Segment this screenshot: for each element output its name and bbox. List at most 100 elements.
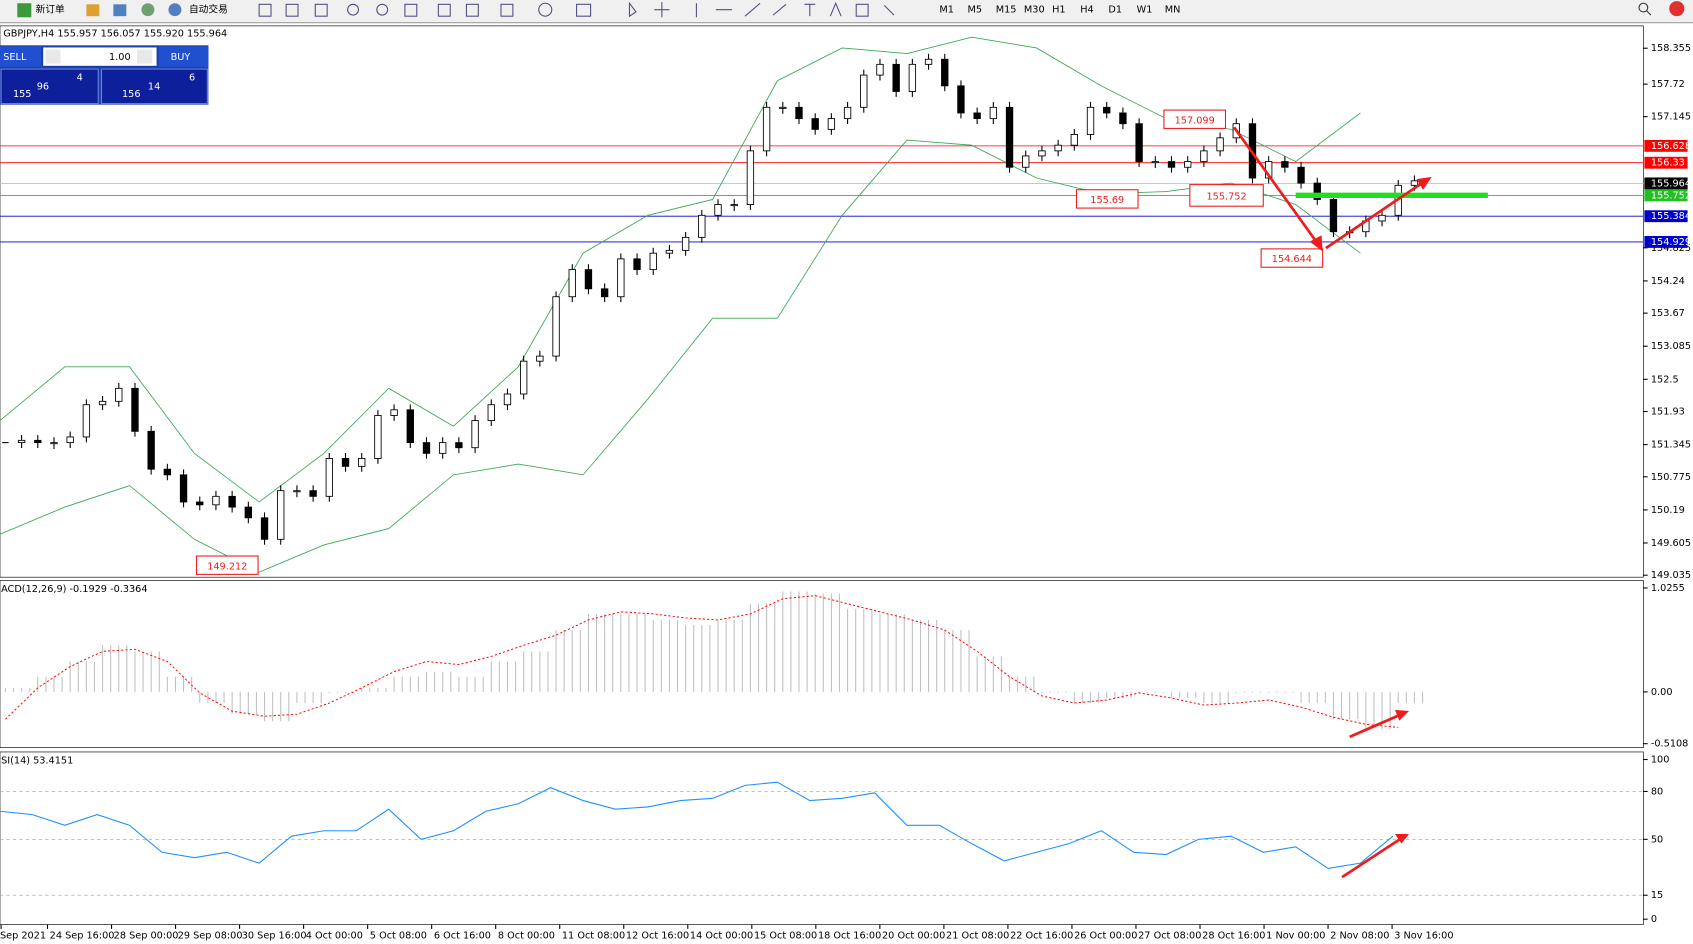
price-level-label: 156.628 <box>1651 141 1691 152</box>
price-annotation-box <box>195 555 259 575</box>
timeframe-button[interactable]: M15 <box>996 5 1017 16</box>
candle <box>82 404 91 438</box>
tool-icon[interactable] <box>113 4 127 17</box>
candle <box>163 468 172 476</box>
x-tick-label: 29 Sep 08:00 <box>178 930 243 941</box>
candle <box>374 415 382 459</box>
search-icon[interactable] <box>1638 2 1652 16</box>
candle <box>811 118 819 130</box>
y-tick-label: 157.145 <box>1651 112 1691 123</box>
candle <box>1167 161 1176 168</box>
lots-value[interactable]: 1.00 <box>109 52 131 63</box>
price-annotation-box <box>1163 109 1227 129</box>
y-tick-label: 151.345 <box>1651 440 1691 451</box>
candle <box>746 150 755 206</box>
timeframe-button[interactable]: W1 <box>1137 5 1153 16</box>
candle <box>406 409 414 444</box>
bid-big: 155 <box>13 89 32 100</box>
candle <box>325 458 333 497</box>
candle <box>98 400 107 406</box>
price-annotation: 155.752 <box>1206 191 1246 202</box>
candle <box>941 58 949 87</box>
x-tick-label: 8 Oct 00:00 <box>498 930 555 941</box>
rsi-arrow[interactable] <box>1341 837 1403 879</box>
main-panel <box>0 25 1644 578</box>
new-order-button[interactable]: 新订单 <box>36 3 65 16</box>
price-level-label: 155.964 <box>1651 178 1691 189</box>
tool-icons[interactable] <box>258 1 895 18</box>
price-level-tag <box>1644 156 1688 169</box>
candle <box>584 269 593 290</box>
candle <box>422 442 431 454</box>
x-tick-label: 5 Oct 08:00 <box>370 930 427 941</box>
macd-title: ACD(12,26,9) -0.1929 -0.3364 <box>1 584 147 595</box>
macd-signal <box>5 595 1399 728</box>
candle <box>244 506 253 519</box>
timeframe-button[interactable]: M5 <box>968 5 983 16</box>
candle <box>1119 112 1127 125</box>
price-level-tag <box>1644 210 1688 223</box>
lots-down[interactable] <box>45 49 61 64</box>
y-tick-label: 150.19 <box>1651 505 1685 516</box>
price-annotation-box <box>1260 248 1324 268</box>
timeframe-button[interactable]: M30 <box>1024 5 1045 16</box>
lots-input[interactable] <box>43 47 157 66</box>
x-tick-label: 15 Oct 08:00 <box>754 930 817 941</box>
x-tick-label: 12 Oct 16:00 <box>626 930 689 941</box>
arrow-down[interactable] <box>1233 126 1321 247</box>
buy-button[interactable] <box>158 46 209 67</box>
candle <box>1200 150 1208 163</box>
y-tick-label: 149.035 <box>1651 570 1691 581</box>
price-level-label: 155.384 <box>1651 211 1691 222</box>
tool-icon[interactable] <box>86 4 100 17</box>
macd-arrow[interactable] <box>1349 712 1403 739</box>
ask-box[interactable] <box>100 68 208 105</box>
arrow-head <box>1394 833 1410 844</box>
alert-icon[interactable] <box>1669 1 1685 17</box>
candle <box>827 118 836 130</box>
price-annotation: 154.644 <box>1272 254 1312 265</box>
arrow-up[interactable] <box>1325 181 1424 250</box>
candle <box>390 409 398 416</box>
candle <box>924 58 933 65</box>
x-tick-label: Sep 2021 <box>0 930 46 941</box>
bid-box[interactable] <box>0 68 99 105</box>
candle <box>1216 137 1224 152</box>
price-level-label: 156.33 <box>1651 158 1685 169</box>
y-tick-label: 100 <box>1651 755 1670 766</box>
x-tick-label: 18 Oct 16:00 <box>818 930 881 941</box>
y-tick-label: 154.825 <box>1651 243 1691 254</box>
timeframe-button[interactable]: H4 <box>1080 5 1093 16</box>
candle <box>795 106 803 120</box>
buy-label[interactable]: BUY <box>171 52 191 63</box>
tool-icon[interactable] <box>141 3 155 17</box>
y-tick-label: 80 <box>1651 786 1663 797</box>
x-tick-label: 26 Oct 00:00 <box>1074 930 1137 941</box>
candle <box>617 258 625 298</box>
y-tick-label: 158.355 <box>1651 43 1691 54</box>
auto-trading-button[interactable]: 自动交易 <box>189 3 228 16</box>
y-tick-label: 0.00 <box>1651 687 1673 698</box>
candle <box>179 474 188 503</box>
x-tick-label: 3 Nov 16:00 <box>1394 930 1453 941</box>
price-annotation: 149.212 <box>207 561 247 572</box>
y-tick-label: 153.085 <box>1651 341 1691 352</box>
auto-trading-icon[interactable] <box>168 3 182 17</box>
candle <box>1070 134 1078 146</box>
candle <box>471 420 479 449</box>
candle <box>196 501 204 506</box>
timeframe-button[interactable]: H1 <box>1052 5 1065 16</box>
timeframe-button[interactable]: MN <box>1165 5 1181 16</box>
timeframe-button[interactable]: D1 <box>1108 5 1122 16</box>
lots-up[interactable] <box>137 49 153 64</box>
y-tick-label: 154.24 <box>1651 276 1685 287</box>
candle <box>973 112 981 120</box>
candle <box>714 204 722 216</box>
timeframe-button[interactable]: M1 <box>939 5 954 16</box>
candle <box>892 63 900 92</box>
sell-label[interactable]: SELL <box>3 52 27 63</box>
candle <box>860 74 868 108</box>
sell-button[interactable] <box>0 46 42 67</box>
new-order-icon[interactable] <box>17 3 32 18</box>
